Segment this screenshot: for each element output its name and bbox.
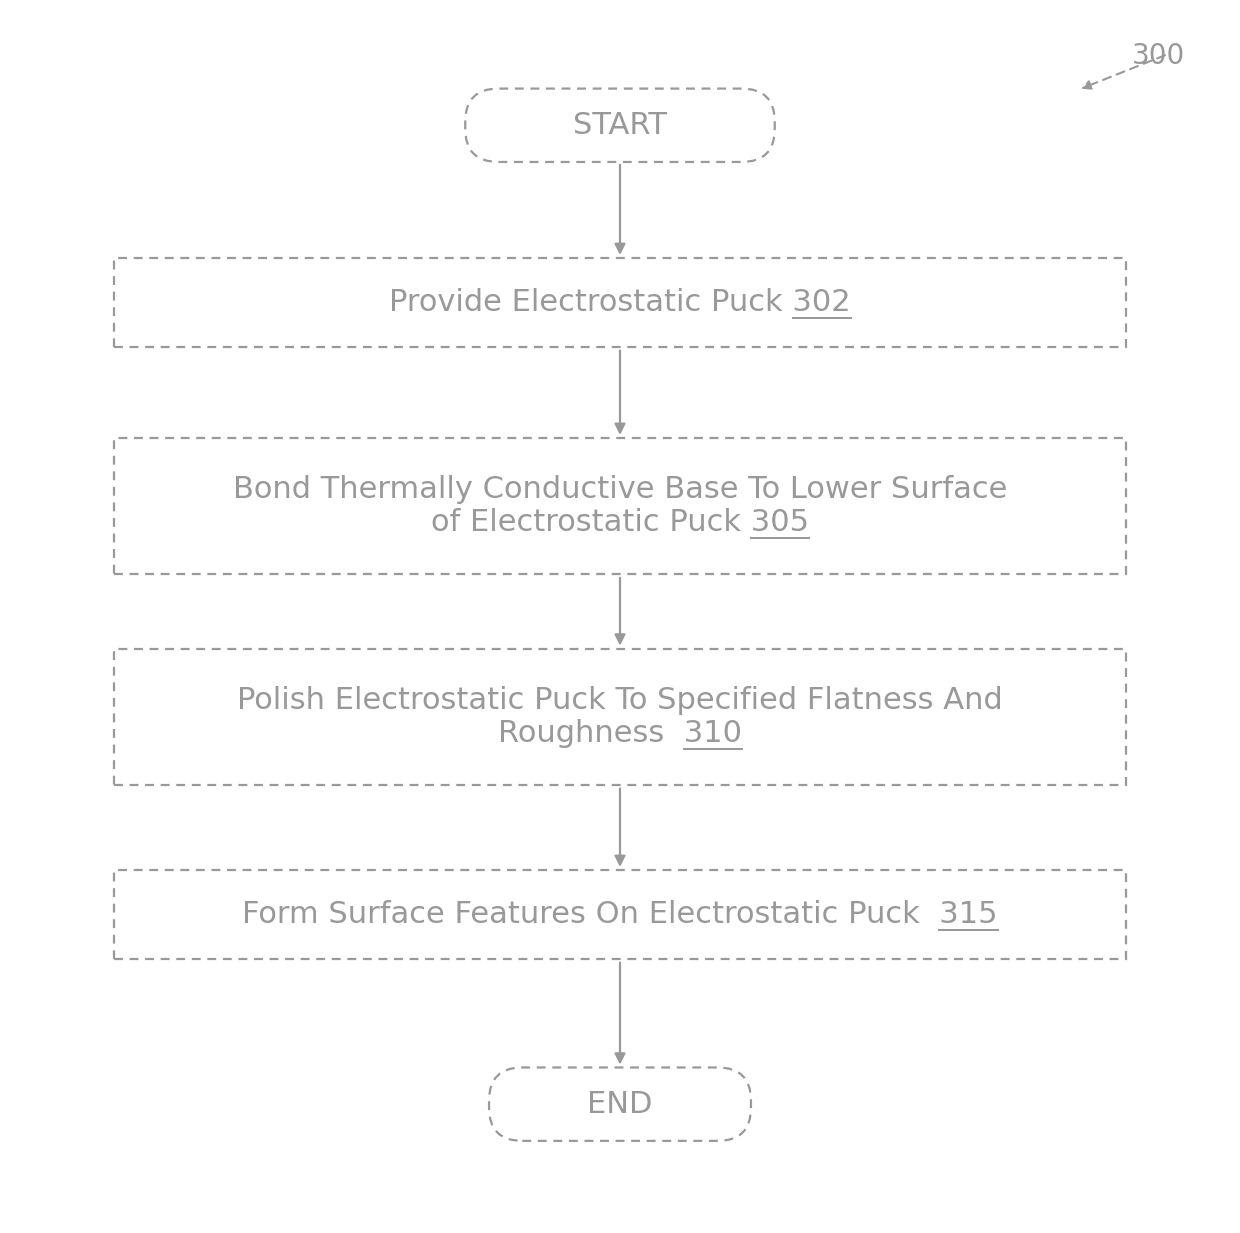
Text: 300: 300: [1132, 42, 1185, 70]
Text: Polish Electrostatic Puck To Specified Flatness And: Polish Electrostatic Puck To Specified F…: [237, 686, 1003, 715]
FancyBboxPatch shape: [489, 1068, 751, 1141]
Text: Roughness  310: Roughness 310: [498, 719, 742, 748]
Text: Bond Thermally Conductive Base To Lower Surface: Bond Thermally Conductive Base To Lower …: [233, 476, 1007, 504]
Text: Provide Electrostatic Puck 302: Provide Electrostatic Puck 302: [389, 289, 851, 317]
FancyBboxPatch shape: [465, 89, 775, 162]
Bar: [114, 649, 1126, 785]
Text: END: END: [588, 1090, 652, 1118]
Bar: [114, 439, 1126, 575]
Text: of Electrostatic Puck 305: of Electrostatic Puck 305: [432, 508, 808, 538]
Bar: [114, 870, 1126, 959]
Text: Form Surface Features On Electrostatic Puck  315: Form Surface Features On Electrostatic P…: [242, 900, 998, 930]
Bar: [114, 259, 1126, 348]
Text: START: START: [573, 111, 667, 139]
